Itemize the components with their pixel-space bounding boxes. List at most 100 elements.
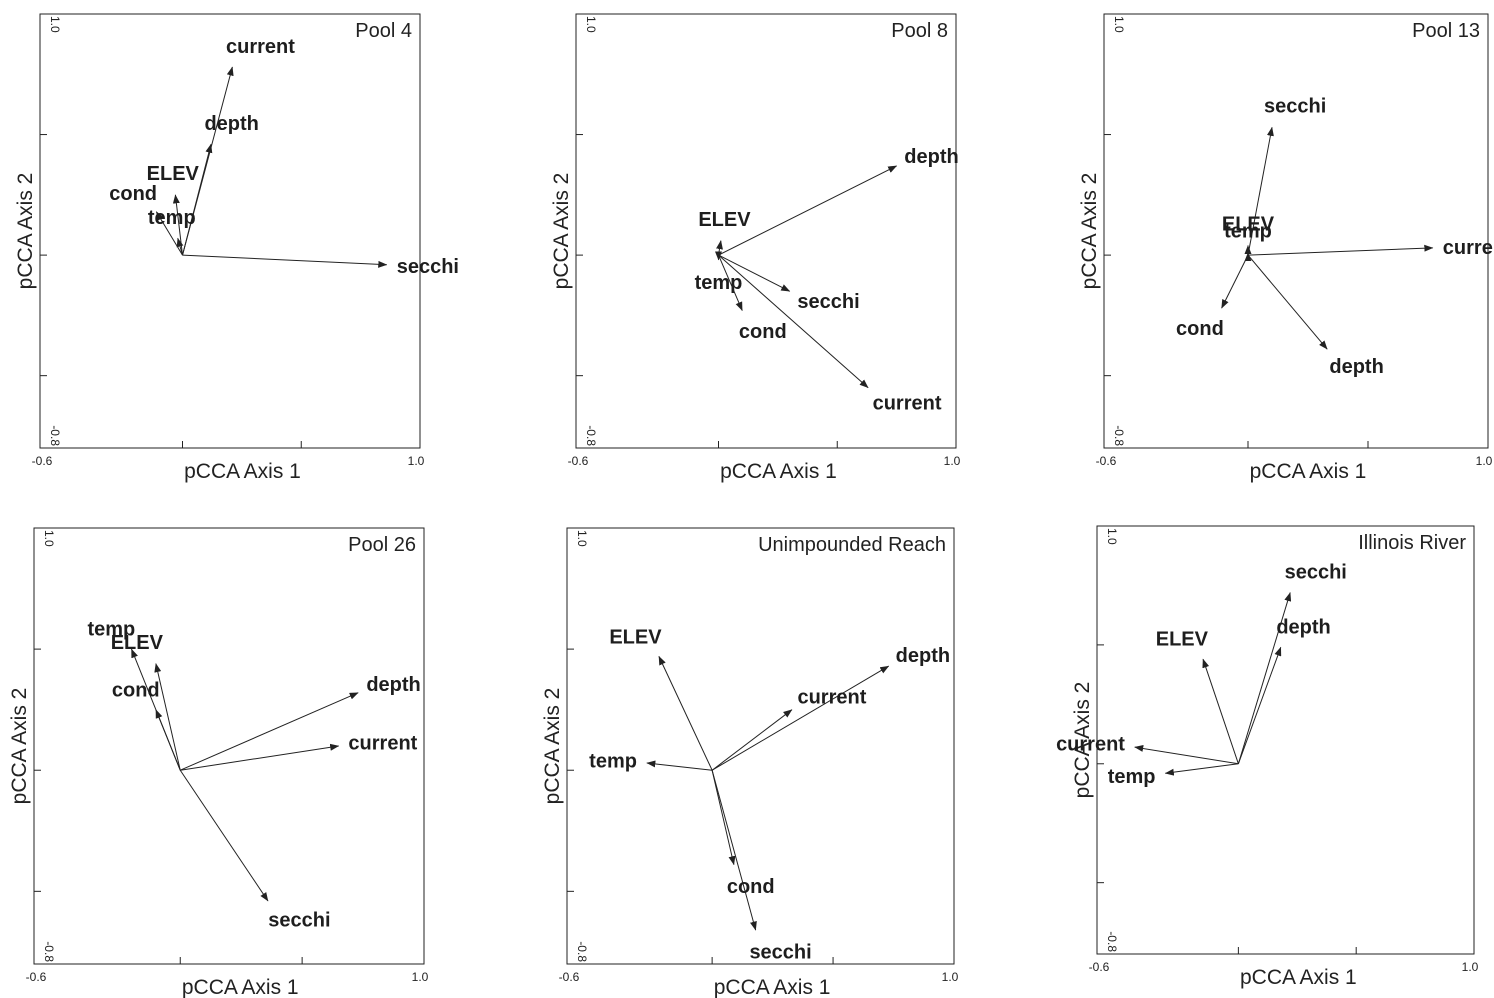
plot-frame [575, 13, 957, 449]
panel-title: Pool 8 [891, 20, 948, 42]
vector-arrow-temp [646, 760, 713, 771]
vector-label-temp: temp [695, 272, 743, 294]
vector-arrow-current [718, 254, 869, 389]
y-tick-label-min: -0.8 [575, 941, 589, 962]
vector-label-depth: depth [366, 674, 420, 696]
vector-label-cond: cond [112, 679, 160, 701]
x-axis-title: pCCA Axis 1 [184, 460, 301, 483]
vector-arrow-elev [1202, 658, 1239, 764]
x-tick-label-min: -0.6 [32, 454, 53, 468]
panel-3: -0.6 1.0 1.0 -0.8 pCCA Axis 1 pCCA Axis 2 Pool… [8, 527, 429, 998]
vector-label-current: current [1443, 237, 1494, 259]
y-axis-title: pCCA Axis 2 [541, 688, 564, 805]
x-axis-title: pCCA Axis 1 [1240, 966, 1357, 989]
y-tick-label-min: -0.8 [1105, 931, 1119, 952]
vector-label-depth: depth [896, 645, 950, 667]
vector-arrow-temp [1164, 763, 1239, 776]
vector-label-temp: temp [148, 207, 196, 229]
vector-arrow-secchi [179, 769, 269, 902]
panel-4: -0.6 1.0 1.0 -0.8 pCCA Axis 1 pCCA Axis 2 Unim… [541, 527, 959, 998]
vector-arrow-depth [718, 165, 898, 256]
y-axis-title: pCCA Axis 2 [550, 173, 573, 290]
panel-title: Unimpounded Reach [758, 534, 946, 556]
vector-arrow-depth [182, 143, 213, 256]
y-tick-label-max: 1.0 [1105, 528, 1119, 545]
panel-title: Pool 4 [355, 20, 412, 42]
vector-arrow-elev [658, 655, 713, 771]
vector-arrow-cond [711, 770, 736, 866]
vector-label-secchi: secchi [397, 256, 459, 278]
vector-label-temp: temp [87, 619, 135, 641]
vector-label-secchi: secchi [797, 291, 859, 313]
x-tick-label-max: 1.0 [1476, 454, 1493, 468]
vector-arrow-current [711, 709, 793, 771]
plot-frame [1096, 525, 1475, 955]
vector-arrow-elev [154, 663, 181, 771]
plot-frame [33, 527, 425, 965]
vector-arrow-elev [716, 240, 723, 256]
vector-arrow-temp [176, 237, 184, 256]
panel-5: -0.6 1.0 1.0 -0.8 pCCA Axis 1 pCCA Axis 2 Illi… [1056, 525, 1479, 989]
vector-label-secchi: secchi [1264, 96, 1326, 118]
y-axis-title: pCCA Axis 2 [14, 173, 37, 290]
vector-label-elev: ELEV [111, 632, 164, 654]
y-tick-label-max: 1.0 [1112, 16, 1126, 33]
vector-label-elev: ELEV [1222, 213, 1275, 235]
vector-arrow-cond [718, 254, 743, 312]
x-tick-label-max: 1.0 [944, 454, 961, 468]
vector-label-current: current [797, 686, 866, 708]
vector-arrow-depth [180, 692, 359, 771]
y-tick-label-min: -0.8 [48, 425, 62, 446]
y-tick-label-max: 1.0 [48, 16, 62, 33]
vector-label-elev: ELEV [147, 163, 200, 185]
x-tick-label-max: 1.0 [412, 970, 429, 984]
vector-arrow-cond [155, 709, 181, 771]
x-tick-label-min: -0.6 [1096, 454, 1117, 468]
x-tick-label-max: 1.0 [408, 454, 425, 468]
y-tick-label-min: -0.8 [42, 941, 56, 962]
panel-1: -0.6 1.0 1.0 -0.8 pCCA Axis 1 pCCA Axis 2 Pool… [550, 13, 961, 483]
y-tick-label-min: -0.8 [584, 425, 598, 446]
vector-label-temp: temp [1108, 766, 1156, 788]
vector-arrow-depth [711, 665, 890, 771]
x-tick-label-min: -0.6 [559, 970, 580, 984]
panel-title: Pool 13 [1412, 20, 1480, 42]
y-axis-title: pCCA Axis 2 [1078, 173, 1101, 290]
vector-label-temp: temp [1224, 221, 1272, 243]
x-tick-label-min: -0.6 [1089, 960, 1110, 974]
x-tick-label-min: -0.6 [26, 970, 47, 984]
vector-label-elev: ELEV [609, 626, 662, 648]
vector-label-cond: cond [1176, 318, 1224, 340]
vector-arrow-current [1247, 244, 1434, 256]
x-tick-label-min: -0.6 [568, 454, 589, 468]
x-tick-label-max: 1.0 [1462, 960, 1479, 974]
x-tick-label-max: 1.0 [942, 970, 959, 984]
vector-label-current: current [873, 392, 942, 414]
vector-arrow-secchi [182, 254, 388, 268]
plot-frame [39, 13, 421, 449]
vector-label-current: current [1056, 734, 1125, 756]
vector-label-cond: cond [109, 183, 157, 205]
vector-arrow-depth [1247, 254, 1328, 350]
panel-title: Pool 26 [348, 534, 416, 556]
vector-arrow-cond [155, 211, 183, 256]
x-axis-title: pCCA Axis 1 [182, 976, 299, 998]
vector-arrow-secchi [1237, 592, 1292, 764]
panel-0: -0.6 1.0 1.0 -0.8 pCCA Axis 1 pCCA Axis 2 Pool… [14, 13, 459, 483]
vector-label-depth: depth [1276, 617, 1330, 639]
vector-label-depth: depth [904, 146, 958, 168]
vector-arrow-secchi [1247, 126, 1274, 256]
vector-arrow-secchi [711, 770, 757, 931]
vector-arrow-current [1134, 745, 1239, 765]
y-tick-label-max: 1.0 [575, 530, 589, 547]
y-tick-label-max: 1.0 [584, 16, 598, 33]
vector-label-secchi: secchi [749, 941, 811, 963]
y-axis-title: pCCA Axis 2 [8, 688, 31, 805]
x-axis-title: pCCA Axis 1 [720, 460, 837, 483]
vector-label-elev: ELEV [698, 209, 751, 231]
vector-label-depth: depth [204, 113, 258, 135]
plot-frame [1103, 13, 1489, 449]
vector-label-cond: cond [727, 876, 775, 898]
panel-2: -0.6 1.0 1.0 -0.8 pCCA Axis 1 pCCA Axis 2 Pool… [1078, 13, 1494, 483]
